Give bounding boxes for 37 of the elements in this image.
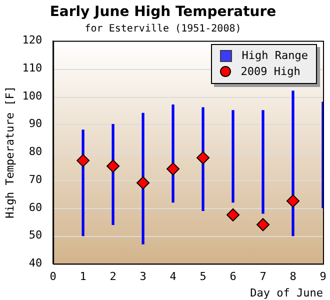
bar — [142, 112, 144, 244]
y-tick-label: 60 — [28, 200, 42, 214]
x-tick-label: 3 — [140, 270, 146, 284]
y-tick-label: 80 — [28, 145, 42, 158]
point — [196, 151, 210, 164]
x-tick-label: 7 — [260, 270, 266, 284]
chart-subtitle: for Esterville (1951-2008) — [84, 23, 242, 34]
y-tick-label: 90 — [28, 117, 42, 130]
point — [136, 176, 150, 190]
y-tick-label: 70 — [28, 172, 42, 186]
y-tick-label: 100 — [22, 89, 42, 102]
point — [76, 154, 90, 168]
x-tick-label: 0 — [50, 270, 56, 284]
x-axis-title: Day of June — [250, 286, 323, 300]
point — [166, 162, 180, 176]
y-tick-label: 50 — [28, 228, 42, 242]
y-tick-label: 40 — [28, 256, 42, 270]
x-tick-label: 6 — [230, 270, 236, 284]
x-tick-label: 2 — [110, 270, 116, 284]
legend-label: High Range — [242, 48, 308, 64]
x-tick-label: 9 — [320, 270, 326, 284]
x-tick-label: 1 — [80, 270, 86, 284]
point — [106, 160, 120, 173]
y-axis-title: High Temperature [F] — [3, 86, 16, 218]
chart-title: Early June High Temperature — [50, 4, 276, 20]
x-tick-label: 4 — [170, 270, 177, 284]
y-tick-label: 120 — [22, 34, 42, 47]
x-tick-label: 5 — [200, 270, 206, 284]
x-tick-label: 8 — [290, 270, 296, 284]
point — [286, 194, 300, 208]
bar — [292, 90, 294, 236]
legend-label: 2009 High — [240, 64, 300, 80]
y-tick-label: 110 — [22, 62, 42, 75]
point — [226, 208, 240, 222]
bar — [232, 110, 234, 203]
point — [256, 218, 270, 232]
bar — [262, 110, 264, 214]
